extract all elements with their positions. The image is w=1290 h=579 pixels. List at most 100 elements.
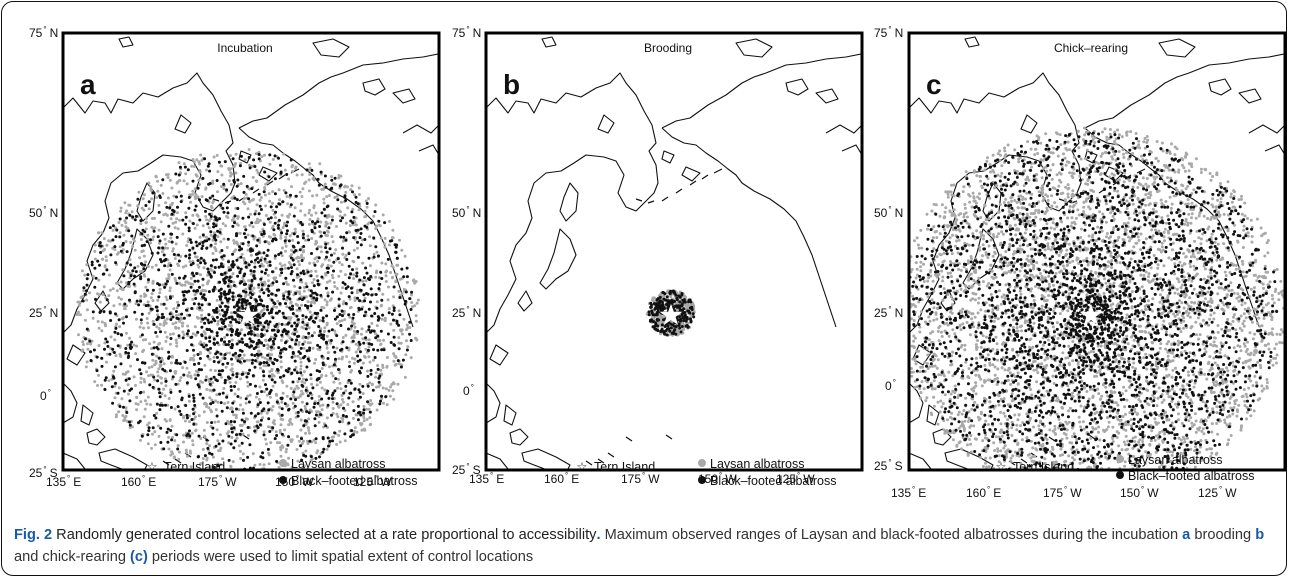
control-location-point bbox=[373, 312, 377, 315]
control-location-point bbox=[174, 370, 178, 373]
control-location-point bbox=[168, 178, 172, 182]
control-location-point bbox=[263, 193, 267, 197]
control-location-point bbox=[219, 401, 223, 405]
control-location-point bbox=[188, 248, 192, 252]
control-location-point bbox=[300, 195, 304, 198]
map-panel-b: b Brooding ☆ Tern Island Laysan albatros… bbox=[484, 31, 864, 488]
control-location-point bbox=[211, 258, 215, 262]
control-location-point bbox=[251, 358, 255, 362]
control-location-point bbox=[383, 316, 387, 320]
control-location-point bbox=[300, 298, 304, 302]
control-location-point bbox=[231, 291, 235, 295]
control-location-point bbox=[265, 387, 269, 391]
control-location-point bbox=[269, 388, 273, 392]
control-location-point bbox=[291, 380, 295, 384]
control-location-point bbox=[332, 251, 336, 255]
control-location-point bbox=[370, 293, 374, 297]
control-location-point bbox=[343, 318, 347, 322]
control-location-point bbox=[196, 289, 199, 292]
control-location-point bbox=[680, 293, 684, 297]
control-location-point bbox=[300, 303, 303, 307]
control-location-point bbox=[174, 338, 178, 342]
control-location-point bbox=[229, 285, 233, 289]
control-location-point bbox=[187, 256, 191, 260]
control-location-point bbox=[202, 293, 206, 297]
control-location-point bbox=[251, 249, 255, 252]
control-location-point bbox=[219, 292, 223, 295]
control-location-point bbox=[247, 263, 251, 267]
control-location-point bbox=[233, 295, 237, 299]
control-location-point bbox=[188, 434, 192, 438]
control-location-point bbox=[333, 360, 337, 364]
control-location-point bbox=[656, 308, 660, 312]
control-location-point bbox=[162, 362, 166, 366]
control-location-point bbox=[225, 406, 229, 410]
control-location-point bbox=[362, 293, 366, 297]
control-location-point bbox=[402, 317, 406, 321]
control-location-point bbox=[175, 316, 179, 320]
control-location-point bbox=[264, 182, 268, 186]
control-location-point bbox=[335, 225, 338, 228]
control-location-point bbox=[203, 239, 207, 243]
control-location-point bbox=[188, 358, 192, 362]
control-location-point bbox=[368, 410, 372, 414]
control-location-point bbox=[216, 322, 220, 326]
control-location-point bbox=[279, 423, 283, 427]
control-location-point bbox=[174, 321, 178, 325]
control-location-point bbox=[177, 190, 181, 194]
control-location-point bbox=[248, 287, 252, 291]
control-location-point bbox=[280, 397, 284, 401]
control-location-point bbox=[353, 299, 357, 302]
control-location-point bbox=[260, 262, 264, 266]
control-location-point bbox=[217, 289, 221, 293]
control-location-point bbox=[650, 298, 654, 302]
control-location-point bbox=[157, 241, 161, 245]
control-location-point bbox=[310, 252, 313, 255]
control-location-point bbox=[362, 314, 366, 318]
control-location-point bbox=[291, 238, 295, 242]
control-location-point bbox=[374, 245, 378, 249]
control-location-point bbox=[366, 222, 370, 226]
control-location-point bbox=[299, 202, 303, 206]
control-location-point bbox=[405, 275, 409, 279]
control-location-point bbox=[202, 428, 206, 432]
control-location-point bbox=[273, 333, 277, 337]
control-location-point bbox=[143, 399, 147, 403]
control-location-point bbox=[187, 414, 191, 418]
panel-title-b: Brooding bbox=[644, 41, 692, 55]
control-location-point bbox=[241, 452, 245, 456]
control-location-point bbox=[327, 396, 331, 400]
control-location-point bbox=[318, 162, 322, 166]
control-location-point bbox=[156, 374, 160, 378]
control-location-point bbox=[191, 271, 194, 275]
control-location-point bbox=[272, 342, 276, 346]
control-location-point bbox=[284, 276, 288, 280]
control-location-point bbox=[279, 170, 283, 174]
control-location-point bbox=[366, 374, 370, 378]
control-location-point bbox=[232, 239, 236, 242]
control-location-point bbox=[323, 182, 327, 186]
control-location-point bbox=[347, 378, 351, 382]
control-location-point bbox=[235, 436, 239, 440]
control-location-point bbox=[1203, 347, 1207, 351]
control-location-point bbox=[158, 403, 162, 407]
control-location-point bbox=[314, 437, 318, 441]
control-location-point bbox=[193, 255, 197, 259]
control-location-point bbox=[207, 162, 211, 166]
control-location-point bbox=[273, 380, 277, 384]
control-location-point bbox=[231, 157, 235, 161]
control-location-point bbox=[315, 451, 319, 455]
control-location-point bbox=[162, 302, 166, 306]
control-location-point bbox=[163, 246, 167, 250]
control-location-point bbox=[382, 338, 386, 342]
control-location-point bbox=[236, 300, 240, 304]
control-location-point bbox=[122, 274, 126, 278]
control-location-point bbox=[304, 388, 308, 392]
control-location-point bbox=[81, 294, 85, 298]
control-location-point bbox=[256, 412, 260, 416]
control-location-point bbox=[226, 361, 230, 365]
control-location-point bbox=[113, 245, 117, 249]
control-location-point bbox=[319, 170, 323, 174]
control-location-point bbox=[676, 304, 680, 308]
control-location-point bbox=[297, 350, 301, 354]
